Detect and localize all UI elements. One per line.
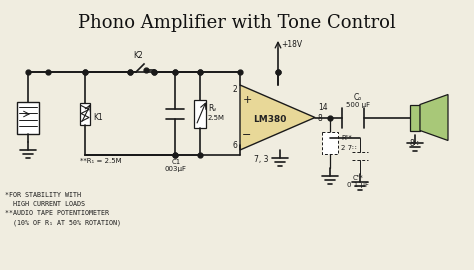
Text: 2 7∷: 2 7∷ bbox=[341, 144, 356, 150]
Bar bbox=[410, 104, 420, 130]
Text: *FOR STABILITY WITH: *FOR STABILITY WITH bbox=[5, 192, 81, 198]
Bar bbox=[322, 131, 338, 154]
Bar bbox=[194, 100, 206, 127]
Text: Cₒ: Cₒ bbox=[354, 93, 362, 102]
Text: **AUDIO TAPE POTENTIOMETER: **AUDIO TAPE POTENTIOMETER bbox=[5, 210, 109, 216]
Text: 8: 8 bbox=[318, 114, 323, 123]
Text: (10% OF R₁ AT 50% ROTATION): (10% OF R₁ AT 50% ROTATION) bbox=[5, 219, 121, 225]
Text: −: − bbox=[242, 130, 252, 140]
Polygon shape bbox=[420, 94, 448, 140]
Bar bbox=[17, 102, 39, 134]
Text: C1: C1 bbox=[172, 159, 181, 165]
Bar bbox=[80, 103, 90, 124]
Text: **R₁ = 2.5M: **R₁ = 2.5M bbox=[80, 158, 122, 164]
Text: 003μF: 003μF bbox=[165, 166, 187, 172]
Text: 500 μF: 500 μF bbox=[346, 102, 370, 107]
Text: 2: 2 bbox=[232, 85, 237, 93]
Text: 0 1 μF: 0 1 μF bbox=[347, 181, 369, 187]
Text: K2: K2 bbox=[133, 51, 143, 60]
Text: Rᵥ: Rᵥ bbox=[208, 104, 217, 113]
Text: K1: K1 bbox=[93, 113, 103, 122]
Text: +18V: +18V bbox=[281, 40, 302, 49]
Text: 14: 14 bbox=[318, 103, 328, 112]
Text: 6: 6 bbox=[232, 141, 237, 150]
Text: 2.5M: 2.5M bbox=[208, 116, 225, 122]
Text: Phono Amplifier with Tone Control: Phono Amplifier with Tone Control bbox=[78, 14, 396, 32]
Text: LM380: LM380 bbox=[253, 115, 287, 124]
Text: 8∷: 8∷ bbox=[409, 139, 419, 147]
Text: +: + bbox=[242, 95, 252, 105]
Text: Cᶜ*: Cᶜ* bbox=[353, 176, 364, 181]
Text: Rᶜ*: Rᶜ* bbox=[341, 136, 352, 141]
Polygon shape bbox=[240, 85, 315, 150]
Text: 7, 3: 7, 3 bbox=[254, 155, 268, 164]
Text: HIGH CURRENT LOADS: HIGH CURRENT LOADS bbox=[5, 201, 85, 207]
